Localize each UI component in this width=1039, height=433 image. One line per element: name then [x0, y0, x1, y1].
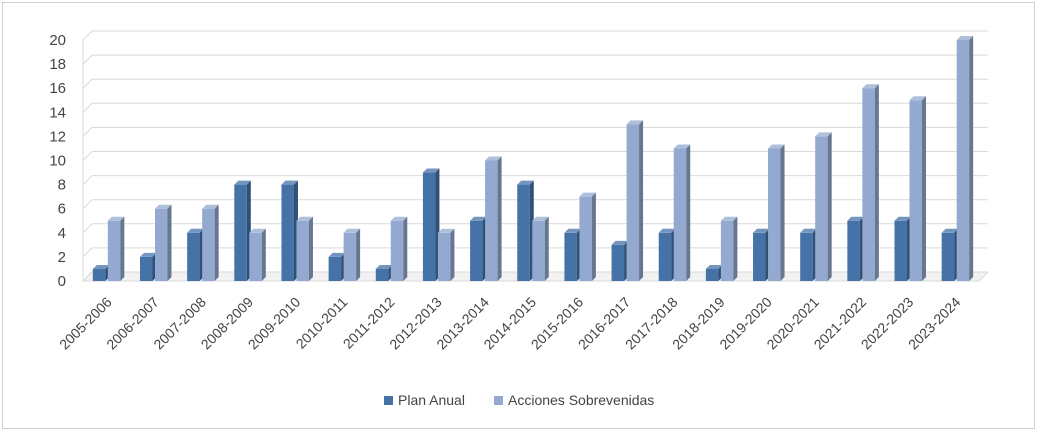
y-tick-label: 20 — [49, 32, 66, 49]
gridline-side — [82, 127, 93, 137]
y-tick-label: 0 — [58, 273, 66, 290]
bar-acciones-sobrevenidas-2014-2015 — [532, 216, 549, 281]
bar-plan-anual-2022-2023 — [894, 216, 912, 281]
legend: Plan Anual Acciones Sobrevenidas — [384, 392, 654, 408]
bar-chart: 0 2 4 6 8 10 12 14 16 18 20 2005-20062006-20072007… — [49, 30, 990, 408]
bar-acciones-sobrevenidas-2022-2023 — [909, 96, 927, 281]
gridline-side — [82, 151, 93, 161]
bar-plan-anual-2023-2024 — [941, 228, 959, 281]
gridline-side — [82, 78, 93, 89]
bar-acciones-sobrevenidas-2010-2011 — [343, 228, 361, 281]
bar-plan-anual-2007-2008 — [187, 228, 204, 281]
y-tick-label: 10 — [49, 153, 66, 170]
gridline-side — [82, 30, 93, 41]
bar-plan-anual-2019-2020 — [753, 228, 770, 281]
bar-acciones-sobrevenidas-2015-2016 — [579, 192, 596, 281]
bar-acciones-sobrevenidas-2020-2021 — [815, 132, 832, 281]
bar-acciones-sobrevenidas-2016-2017 — [626, 120, 644, 281]
bar-plan-anual-2018-2019 — [705, 264, 723, 281]
gridline-side — [82, 199, 93, 210]
y-tick-label: 8 — [58, 177, 66, 194]
legend-label-plan-anual: Plan Anual — [398, 392, 465, 408]
bar-acciones-sobrevenidas-2009-2010 — [296, 216, 313, 281]
gridline-side — [82, 102, 93, 113]
bar-plan-anual-2012-2013 — [422, 168, 440, 281]
bar-plan-anual-2009-2010 — [281, 180, 298, 281]
y-tick-label: 18 — [49, 56, 66, 73]
bar-plan-anual-2020-2021 — [800, 228, 817, 281]
x-axis: 2005-20062006-20072007-20082008-20092009… — [56, 294, 964, 353]
bar-acciones-sobrevenidas-2006-2007 — [154, 204, 172, 281]
y-tick-label: 4 — [58, 225, 66, 242]
bar-plan-anual-2008-2009 — [234, 180, 251, 281]
bar-acciones-sobrevenidas-2017-2018 — [673, 144, 691, 281]
legend-swatch-plan-anual — [384, 396, 393, 405]
gridline-side — [82, 271, 93, 282]
y-axis: 0 2 4 6 8 10 12 14 16 18 20 — [49, 32, 66, 290]
bar-acciones-sobrevenidas-2023-2024 — [956, 36, 974, 281]
gridline-side — [82, 247, 93, 258]
bar-plan-anual-2010-2011 — [328, 252, 346, 281]
bar-acciones-sobrevenidas-2018-2019 — [720, 216, 738, 281]
bar-acciones-sobrevenidas-2011-2012 — [390, 216, 408, 281]
bar-acciones-sobrevenidas-2005-2006 — [107, 216, 125, 281]
gridline-side — [82, 223, 93, 234]
bar-acciones-sobrevenidas-2012-2013 — [437, 228, 455, 281]
y-tick-label: 6 — [58, 201, 66, 218]
legend-label-acciones-sobrevenidas: Acciones Sobrevenidas — [508, 392, 654, 408]
legend-swatch-acciones-sobrevenidas — [494, 396, 503, 405]
bar-acciones-sobrevenidas-2013-2014 — [485, 156, 502, 281]
bar-plan-anual-2014-2015 — [517, 180, 534, 281]
bar-plan-anual-2015-2016 — [564, 228, 581, 281]
bar-acciones-sobrevenidas-2007-2008 — [202, 204, 219, 281]
y-tick-label: 16 — [49, 80, 66, 97]
bar-plan-anual-2011-2012 — [375, 264, 393, 281]
bar-plan-anual-2021-2022 — [847, 216, 864, 281]
bar-acciones-sobrevenidas-2008-2009 — [249, 228, 266, 281]
bar-plan-anual-2016-2017 — [611, 240, 629, 281]
gridline-side — [82, 175, 93, 185]
y-tick-label: 12 — [49, 128, 66, 145]
bar-plan-anual-2013-2014 — [470, 216, 487, 281]
bar-plan-anual-2005-2006 — [92, 264, 110, 281]
y-tick-label: 2 — [58, 249, 66, 266]
bar-acciones-sobrevenidas-2019-2020 — [768, 144, 785, 281]
gridline-side — [82, 54, 93, 65]
bars — [92, 36, 974, 281]
bar-acciones-sobrevenidas-2021-2022 — [862, 84, 879, 281]
bar-plan-anual-2017-2018 — [658, 228, 676, 281]
y-tick-label: 14 — [49, 104, 66, 121]
bar-plan-anual-2006-2007 — [139, 252, 157, 281]
